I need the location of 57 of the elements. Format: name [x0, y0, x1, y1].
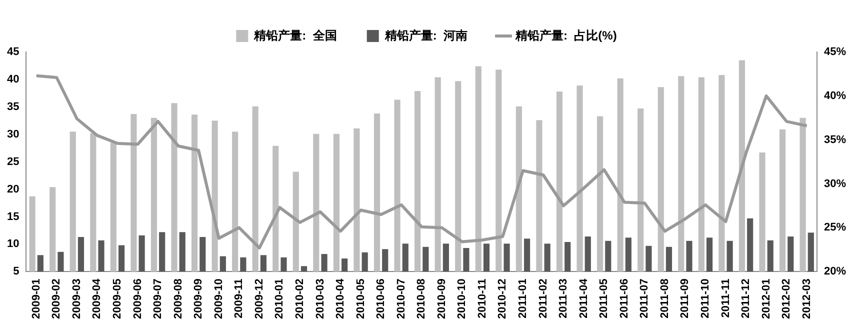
y2-tick-label: 25% [824, 222, 846, 234]
x-tick-label: 2010-01 [274, 278, 286, 320]
x-tick-label: 2011-01 [517, 278, 530, 318]
x-tick-label: 2009-01 [30, 278, 42, 320]
x-tick-label: 2012-02 [780, 278, 793, 320]
x-tick-label: 2011-03 [558, 278, 570, 318]
x-tick-label: 2011-07 [638, 278, 651, 318]
x-tick-label: 2010-02 [294, 278, 306, 320]
x-tick-label: 2010-06 [375, 278, 388, 320]
x-tick-label: 2010-10 [456, 278, 468, 320]
x-tick-label: 2009-03 [70, 278, 83, 320]
x-tick-label: 2012-03 [800, 278, 813, 320]
x-tick-label: 2009-07 [152, 278, 164, 320]
x-tick-label: 2009-02 [50, 278, 63, 320]
legend-label: 精铅产量: 占比(%) [514, 28, 617, 42]
x-tick-label: 2009-06 [132, 278, 144, 320]
x-tick-label: 2011-06 [618, 278, 630, 318]
y-tick-label: 20 [6, 183, 20, 196]
y-tick-label: 5 [13, 266, 20, 278]
x-tick-label: 2010-11 [476, 278, 488, 318]
x-tick-label: 2011-10 [700, 278, 712, 318]
x-tick-label: 2010-05 [354, 278, 367, 320]
x-tick-label: 2009-12 [253, 278, 266, 320]
y2-tick-label: 45% [824, 46, 846, 58]
y-tick-label: 45 [6, 46, 20, 58]
x-tick-label: 2009-11 [233, 278, 246, 318]
x-tick-label: 2009-04 [91, 278, 104, 320]
x-tick-label: 2009-09 [192, 278, 205, 320]
y-tick-label: 40 [6, 73, 20, 86]
x-tick-label: 2009-10 [212, 278, 225, 320]
y2-tick-label: 20% [824, 266, 846, 278]
x-tick-label: 2011-12 [740, 278, 752, 318]
legend-label: 精铅产量: 全国 [253, 28, 337, 42]
y-tick-label: 15 [6, 210, 20, 223]
y2-tick-label: 30% [824, 178, 846, 190]
x-tick-label: 2011-11 [720, 278, 732, 318]
x-tick-label: 2009-08 [172, 278, 184, 320]
x-tick-label: 2010-07 [395, 278, 408, 320]
x-tick-label: 2010-03 [314, 278, 326, 320]
x-tick-label: 2010-12 [496, 278, 509, 320]
x-tick-label: 2010-08 [416, 278, 428, 320]
x-tick-label: 2011-04 [578, 278, 590, 318]
x-tick-label: 2011-02 [537, 278, 550, 318]
x-tick-label: 2010-04 [334, 278, 347, 320]
y-tick-label: 30 [6, 128, 20, 140]
x-tick-label: 2011-08 [658, 278, 671, 318]
x-tick-label: 2011-05 [598, 278, 610, 318]
y-tick-label: 25 [6, 156, 20, 168]
x-tick-label: 2012-01 [760, 278, 772, 320]
y-tick-label: 35 [6, 100, 20, 113]
y-tick-label: 10 [6, 238, 20, 250]
x-tick-label: 2010-09 [436, 278, 448, 320]
y2-tick-label: 40% [824, 90, 846, 102]
y2-tick-label: 35% [824, 134, 846, 146]
legend-label: 精铅产量: 河南 [384, 28, 468, 42]
x-tick-label: 2009-05 [112, 278, 124, 320]
x-tick-label: 2011-09 [679, 278, 692, 318]
